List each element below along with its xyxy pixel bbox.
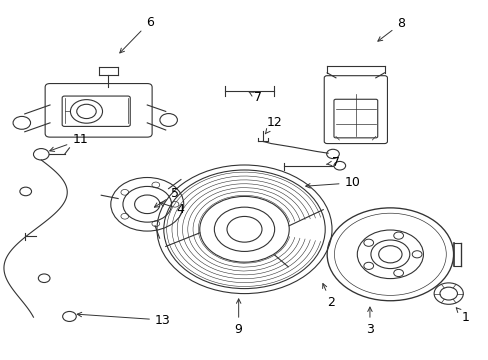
- Text: 13: 13: [77, 312, 170, 327]
- Text: 6: 6: [120, 15, 153, 53]
- Text: 12: 12: [265, 116, 282, 134]
- Text: 11: 11: [50, 134, 88, 152]
- Text: 1: 1: [455, 308, 468, 324]
- Text: 10: 10: [305, 176, 360, 189]
- Text: 3: 3: [365, 307, 373, 336]
- Text: 8: 8: [377, 17, 404, 41]
- Text: 7: 7: [325, 156, 339, 169]
- Text: 7: 7: [248, 91, 262, 104]
- Text: 2: 2: [322, 284, 334, 309]
- Text: 5: 5: [154, 187, 179, 207]
- Text: 9: 9: [234, 299, 242, 336]
- Text: 4: 4: [160, 202, 184, 216]
